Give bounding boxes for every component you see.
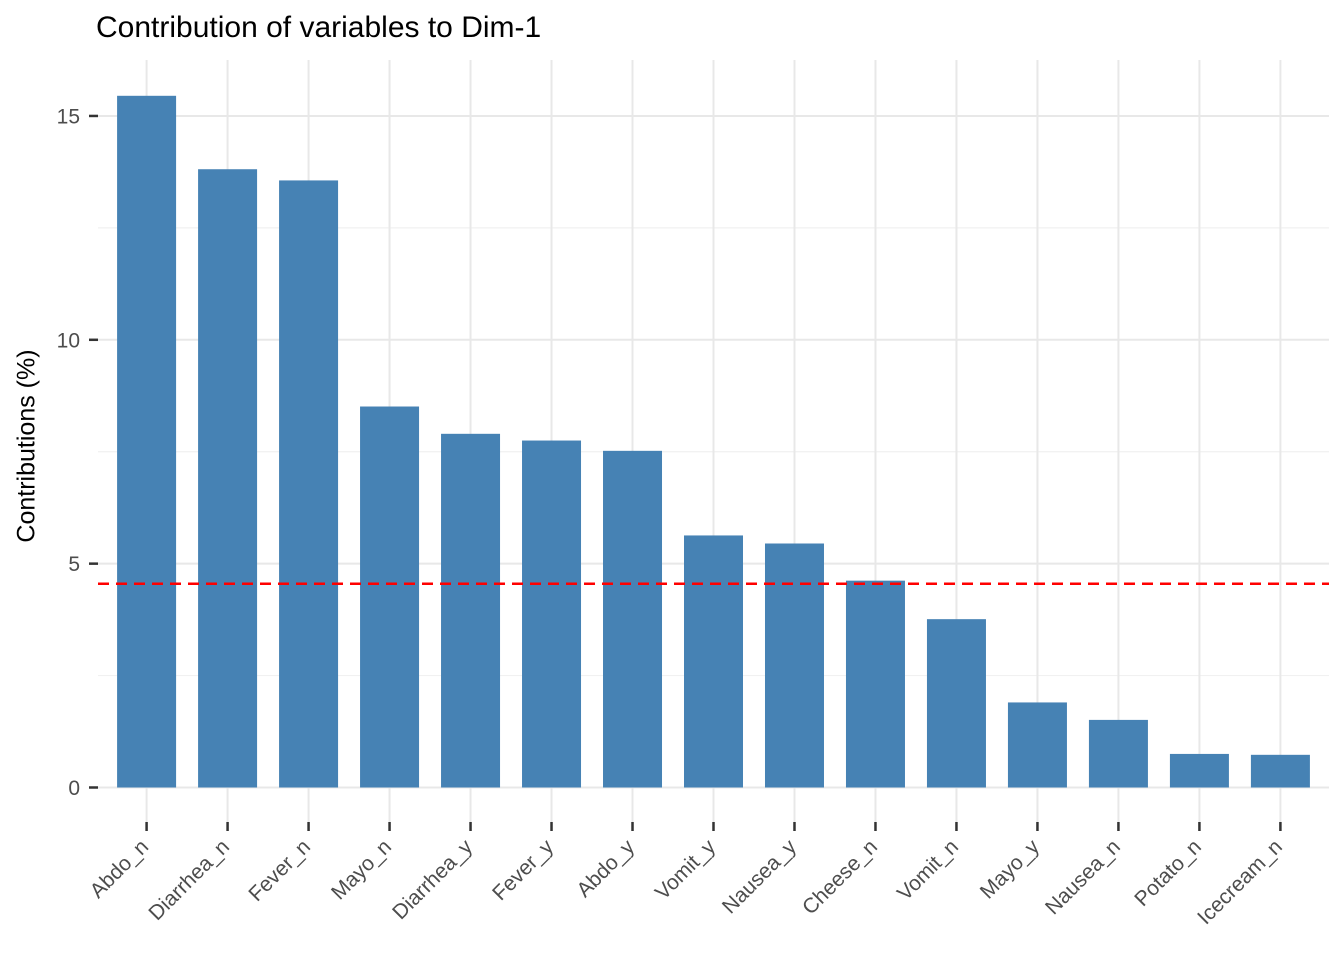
bar (198, 169, 258, 788)
x-tick-label: Cheese_n (798, 835, 882, 919)
bar (603, 450, 663, 788)
x-tick-label: Mayo_n (327, 835, 396, 904)
bar (1250, 754, 1310, 788)
bar (117, 95, 177, 788)
bar (1169, 753, 1229, 788)
x-tick-label: Icecream_n (1193, 835, 1287, 929)
bar (1088, 719, 1148, 788)
x-tick-label: Vomit_n (893, 835, 963, 905)
x-tick-label: Diarrhea_y (388, 835, 477, 924)
x-tick-label: Nausea_n (1041, 835, 1125, 919)
y-tick-label: 0 (68, 777, 80, 800)
y-tick-label: 10 (57, 329, 80, 352)
x-tick-label: Abdo_n (86, 835, 153, 902)
y-tick-label: 5 (68, 553, 80, 576)
bar (360, 406, 420, 788)
bar (845, 580, 905, 788)
bar (926, 619, 986, 788)
bar (1007, 702, 1067, 788)
bar (684, 535, 743, 788)
x-tick-label: Vomit_y (651, 835, 720, 904)
bar (441, 433, 501, 788)
x-tick-label: Fever_y (488, 835, 558, 905)
y-axis-title: Contributions (%) (12, 349, 41, 543)
x-tick-label: Fever_n (244, 835, 315, 906)
x-tick-label: Abdo_y (572, 835, 639, 902)
bar (279, 180, 339, 788)
bar (522, 440, 582, 788)
chart-title: Contribution of variables to Dim-1 (96, 11, 542, 44)
x-tick-label: Potato_n (1130, 835, 1206, 911)
bar (764, 543, 824, 788)
x-tick-label: Mayo_y (976, 835, 1045, 904)
x-tick-label: Diarrhea_n (144, 835, 234, 925)
x-tick-label: Nausea_y (718, 835, 801, 918)
y-tick-label: 15 (57, 105, 80, 128)
